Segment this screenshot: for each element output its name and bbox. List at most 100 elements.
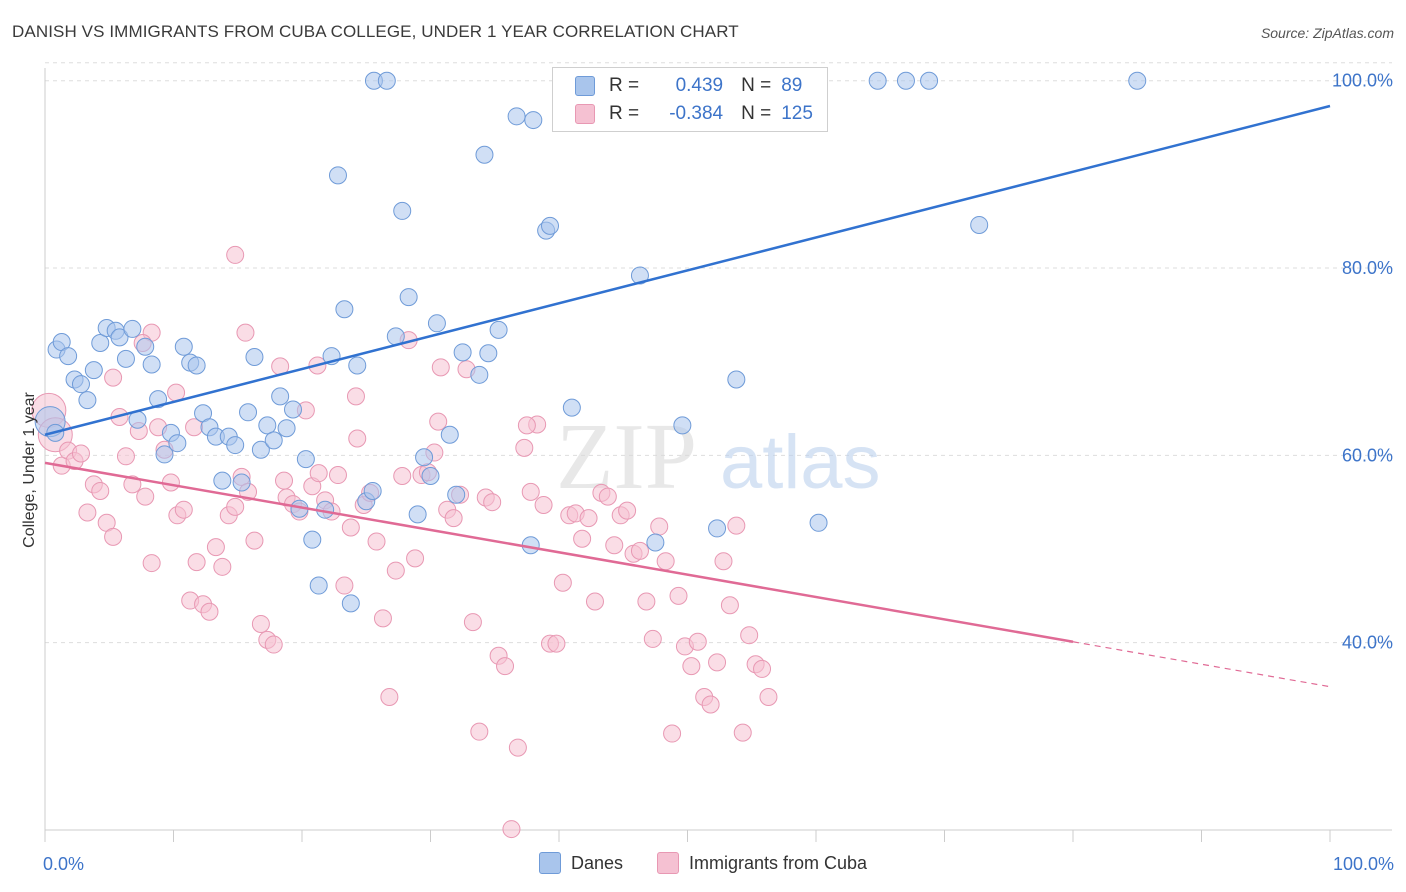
- y-axis-label: College, Under 1 year: [21, 392, 38, 548]
- data-point-cuba: [643, 629, 662, 648]
- data-point-cuba: [720, 596, 739, 615]
- trend-lines: [44, 104, 1331, 688]
- data-point-cuba: [682, 657, 701, 676]
- data-point-danes: [896, 71, 915, 90]
- data-point-danes: [335, 300, 354, 319]
- data-point-cuba: [708, 653, 727, 672]
- x-tick-label: 0.0%: [43, 854, 84, 874]
- data-point-cuba: [753, 659, 772, 678]
- legend-swatch-danes: [575, 76, 595, 96]
- legend-item-cuba[interactable]: Immigrants from Cuba: [656, 852, 868, 874]
- data-point-danes: [507, 107, 526, 126]
- data-point-danes: [59, 347, 78, 366]
- data-point-danes: [328, 166, 347, 185]
- data-point-danes: [562, 398, 581, 417]
- data-point-cuba: [663, 724, 682, 743]
- data-point-danes: [84, 361, 103, 380]
- data-point-cuba: [104, 527, 123, 546]
- data-point-danes: [970, 215, 989, 234]
- data-point-cuba: [78, 503, 97, 522]
- legend-n-value: 125: [781, 103, 813, 124]
- data-point-danes: [136, 337, 155, 356]
- data-point-cuba: [213, 557, 232, 576]
- data-point-cuba: [373, 609, 392, 628]
- legend-r-value: -0.384: [669, 103, 724, 124]
- data-point-cuba: [470, 722, 489, 741]
- data-point-cuba: [740, 626, 759, 645]
- data-point-cuba: [226, 497, 245, 516]
- data-point-cuba: [386, 561, 405, 580]
- data-point-cuba: [341, 518, 360, 537]
- data-point-danes: [277, 419, 296, 438]
- legend-label-cuba: Immigrants from Cuba: [688, 852, 868, 873]
- data-point-cuba: [605, 536, 624, 555]
- data-point-danes: [393, 201, 412, 220]
- data-point-danes: [174, 337, 193, 356]
- data-point-danes: [284, 400, 303, 419]
- data-point-danes: [187, 356, 206, 375]
- legend-item-danes[interactable]: Danes: [538, 852, 623, 874]
- data-point-danes: [116, 349, 135, 368]
- stats-legend: R = 0.439 N = 89 R = -0.384 N = 125: [552, 67, 828, 132]
- data-point-cuba: [496, 657, 515, 676]
- data-point-danes: [1128, 71, 1147, 90]
- data-point-cuba: [579, 509, 598, 528]
- data-point-danes: [415, 448, 434, 467]
- data-point-cuba: [463, 613, 482, 632]
- data-point-danes: [408, 505, 427, 524]
- data-point-danes: [110, 328, 129, 347]
- data-point-cuba: [515, 438, 534, 457]
- legend-n-value: 89: [781, 75, 803, 96]
- data-point-danes: [123, 319, 142, 338]
- data-point-cuba: [431, 358, 450, 377]
- data-point-cuba: [701, 695, 720, 714]
- data-point-danes: [149, 390, 168, 409]
- tick-labels: 40.0% 60.0% 80.0% 100.0% 0.0% 100.0%: [43, 71, 1394, 874]
- trend-line-cuba-extrapolated: [1072, 641, 1331, 688]
- chart-source: Source: ZipAtlas.com: [1260, 25, 1394, 41]
- data-point-danes: [646, 533, 665, 552]
- data-point-cuba: [335, 576, 354, 595]
- data-point-cuba: [393, 466, 412, 485]
- data-point-cuba: [444, 509, 463, 528]
- axis-layer: [44, 68, 1392, 842]
- legend-row-cuba: R = -0.384 N = 125: [575, 102, 813, 126]
- legend-swatch-cuba: [575, 104, 595, 124]
- data-point-cuba: [618, 501, 637, 520]
- data-point-danes: [91, 333, 110, 352]
- data-point-danes: [377, 71, 396, 90]
- data-point-cuba: [688, 632, 707, 651]
- data-point-danes: [258, 416, 277, 435]
- y-tick-label: 60.0%: [1342, 445, 1393, 465]
- data-point-cuba: [367, 532, 386, 551]
- data-point-cuba: [585, 592, 604, 611]
- data-point-cuba: [236, 323, 255, 342]
- data-point-danes: [226, 436, 245, 455]
- data-point-danes: [440, 425, 459, 444]
- data-point-cuba: [502, 820, 521, 839]
- data-point-cuba: [650, 517, 669, 536]
- data-point-danes: [399, 288, 418, 307]
- data-point-cuba: [328, 466, 347, 485]
- data-point-danes: [251, 440, 270, 459]
- data-point-cuba: [759, 688, 778, 707]
- data-point-danes: [708, 519, 727, 538]
- data-point-cuba: [206, 538, 225, 557]
- series-danes: [34, 71, 1147, 613]
- y-tick-label: 40.0%: [1342, 633, 1393, 653]
- data-point-cuba: [309, 464, 328, 483]
- data-point-danes: [78, 391, 97, 410]
- data-point-cuba: [245, 531, 264, 550]
- data-point-cuba: [251, 614, 270, 633]
- data-point-danes: [421, 466, 440, 485]
- legend-r-label: R =: [609, 75, 640, 96]
- x-tick-label: 100.0%: [1333, 854, 1394, 874]
- data-point-danes: [296, 450, 315, 469]
- data-point-danes: [71, 375, 90, 394]
- data-point-danes: [868, 71, 887, 90]
- data-point-cuba: [534, 496, 553, 515]
- data-point-cuba: [116, 447, 135, 466]
- data-point-cuba: [547, 634, 566, 653]
- legend-row-danes: R = 0.439 N = 89: [575, 74, 802, 98]
- data-point-danes: [673, 416, 692, 435]
